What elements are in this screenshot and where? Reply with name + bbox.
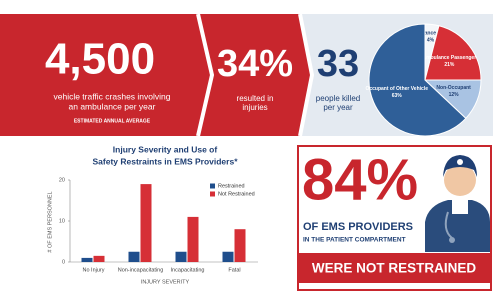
pie-value-label: 4% xyxy=(427,37,435,43)
page: { "banner": { "crashes": {"number": "4,5… xyxy=(0,0,493,294)
x-tick-label: Fatal xyxy=(228,267,240,273)
callout-line: WERE NOT RESTRAINED xyxy=(312,261,477,276)
pie-label: Ambulance Passenger xyxy=(423,55,477,61)
bar xyxy=(129,252,140,262)
y-tick-label: 20 xyxy=(59,177,65,183)
injuries-text: injuries xyxy=(242,103,267,112)
bar xyxy=(82,258,93,262)
x-tick-label: Incapacitating xyxy=(171,267,205,273)
legend-swatch xyxy=(210,184,215,189)
legend-label: Restrained xyxy=(218,183,245,189)
callout-line: OF EMS PROVIDERS xyxy=(303,221,413,233)
legend-swatch xyxy=(210,192,215,197)
crashes-text: an ambulance per year xyxy=(69,101,156,111)
pie-label: Occupant of Other Vehicle xyxy=(365,86,428,92)
y-axis-label: # OF EMS PERSONNEL xyxy=(47,191,53,252)
x-axis-label: INJURY SEVERITY xyxy=(141,279,190,285)
y-tick-label: 10 xyxy=(59,218,65,224)
chart-title: Injury Severity and Use of xyxy=(113,144,218,154)
pie-label: Non-Occupant xyxy=(436,85,471,91)
x-tick-label: Non-incapacitating xyxy=(118,267,164,273)
chart-title: Safety Restraints in EMS Providers* xyxy=(92,156,238,166)
deaths-text: people killed xyxy=(316,94,360,103)
deaths-text: per year xyxy=(323,103,353,112)
bar xyxy=(188,217,199,262)
bar xyxy=(94,256,105,262)
injuries-text: resulted in xyxy=(237,94,274,103)
bar xyxy=(223,252,234,262)
injuries-number: 34% xyxy=(217,43,293,85)
callout-line: IN THE PATIENT COMPARTMENT xyxy=(303,237,406,244)
x-tick-label: No Injury xyxy=(82,267,104,273)
pie-value-label: 21% xyxy=(444,62,455,68)
crashes-note: ESTIMATED ANNUAL AVERAGE xyxy=(74,118,151,124)
y-tick-label: 0 xyxy=(62,259,65,265)
infographic: 4,500 vehicle traffic crashes involving … xyxy=(0,0,493,294)
bar xyxy=(235,229,246,262)
crashes-text: vehicle traffic crashes involving xyxy=(53,91,170,101)
bar xyxy=(141,184,152,262)
pie-value-label: 63% xyxy=(392,93,403,99)
legend-label: Not Restrained xyxy=(218,191,255,197)
pie-value-label: 12% xyxy=(449,92,460,98)
callout-number: 84% xyxy=(302,147,418,212)
bar xyxy=(176,252,187,262)
deaths-number: 33 xyxy=(317,43,359,85)
crashes-number: 4,500 xyxy=(45,35,155,84)
